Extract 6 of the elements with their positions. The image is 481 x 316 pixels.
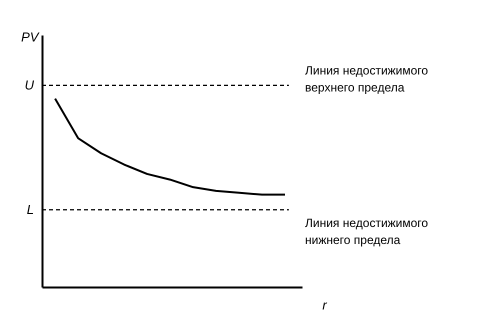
ref-line-label: L bbox=[26, 202, 34, 217]
y-axis-title: PV bbox=[21, 30, 40, 44]
ref-line-label: U bbox=[24, 77, 35, 92]
x-axis-title: r bbox=[322, 298, 328, 312]
text: Линия недостижимого нижнего предела bbox=[304, 216, 428, 247]
text: Линия недостижимого верхнего предела bbox=[304, 63, 428, 94]
